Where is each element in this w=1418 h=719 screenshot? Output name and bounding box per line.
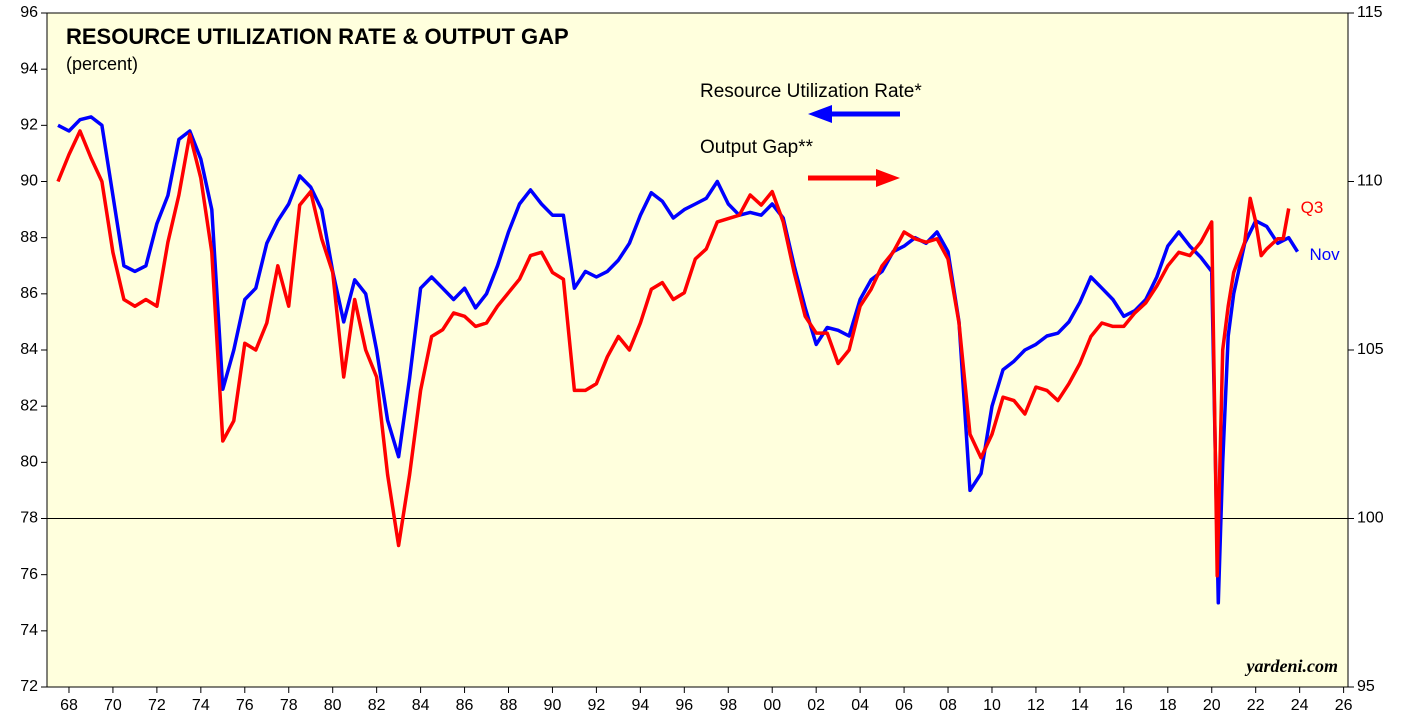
x-tick-label: 86	[456, 697, 474, 714]
x-tick-label: 76	[236, 697, 254, 714]
x-tick-label: 16	[1115, 697, 1133, 714]
plot-area	[46, 12, 1349, 688]
x-tick-label: 88	[500, 697, 518, 714]
y-tick-label: 82	[20, 397, 38, 414]
x-tick-label: 82	[368, 697, 386, 714]
x-tick-label: 22	[1247, 697, 1265, 714]
legend-label: Resource Utilization Rate*	[700, 81, 922, 102]
legend-arrow	[808, 169, 900, 187]
x-tick-label: 80	[324, 697, 342, 714]
x-tick-label: 18	[1159, 697, 1177, 714]
chart-title: RESOURCE UTILIZATION RATE & OUTPUT GAP	[66, 24, 569, 49]
legend-label: Output Gap**	[700, 137, 814, 158]
y2-tick-label: 105	[1357, 341, 1384, 358]
x-tick-label: 12	[1027, 697, 1045, 714]
x-tick-label: 72	[148, 697, 166, 714]
x-tick-label: 90	[544, 697, 562, 714]
source: yardeni.com	[1245, 656, 1339, 676]
y2-tick-label: 95	[1357, 678, 1375, 695]
legend-arrow	[808, 105, 900, 123]
x-tick-label: 26	[1335, 697, 1353, 714]
y2-tick-label: 110	[1357, 173, 1383, 190]
x-tick-label: 98	[719, 697, 737, 714]
y-tick-label: 90	[20, 173, 38, 190]
x-tick-label: 06	[895, 697, 913, 714]
end-label: Nov	[1309, 245, 1340, 264]
y-tick-label: 78	[20, 510, 38, 527]
x-tick-label: 70	[104, 697, 122, 714]
x-tick-label: 68	[60, 697, 78, 714]
arrow-head	[876, 169, 900, 187]
y2-tick-label: 100	[1357, 510, 1384, 527]
x-tick-label: 08	[939, 697, 957, 714]
chart-subtitle: (percent)	[66, 54, 138, 74]
series-line	[57, 115, 1299, 605]
series-line	[56, 129, 1291, 578]
y-tick-label: 96	[20, 4, 38, 21]
y-tick-label: 76	[20, 566, 38, 583]
x-tick-label: 20	[1203, 697, 1221, 714]
x-tick-label: 78	[280, 697, 298, 714]
y-tick-label: 86	[20, 285, 38, 302]
y-tick-label: 88	[20, 229, 38, 246]
end-label: Q3	[1301, 198, 1324, 217]
y-tick-label: 92	[20, 117, 38, 134]
x-tick-label: 00	[763, 697, 781, 714]
x-tick-label: 74	[192, 697, 210, 714]
arrow-head	[808, 105, 832, 123]
x-tick-label: 92	[588, 697, 606, 714]
x-tick-label: 24	[1291, 697, 1309, 714]
y-tick-label: 74	[20, 622, 38, 639]
y-tick-label: 84	[20, 341, 38, 358]
x-tick-label: 04	[851, 697, 869, 714]
x-tick-label: 94	[631, 697, 649, 714]
x-tick-label: 14	[1071, 697, 1089, 714]
x-tick-label: 84	[412, 697, 430, 714]
x-tick-label: 10	[983, 697, 1001, 714]
x-tick-label: 96	[675, 697, 693, 714]
x-tick-label: 02	[807, 697, 825, 714]
y2-tick-label: 115	[1357, 4, 1383, 21]
y-tick-label: 80	[20, 454, 38, 471]
y-tick-label: 72	[20, 678, 38, 695]
y-tick-label: 94	[20, 60, 38, 77]
